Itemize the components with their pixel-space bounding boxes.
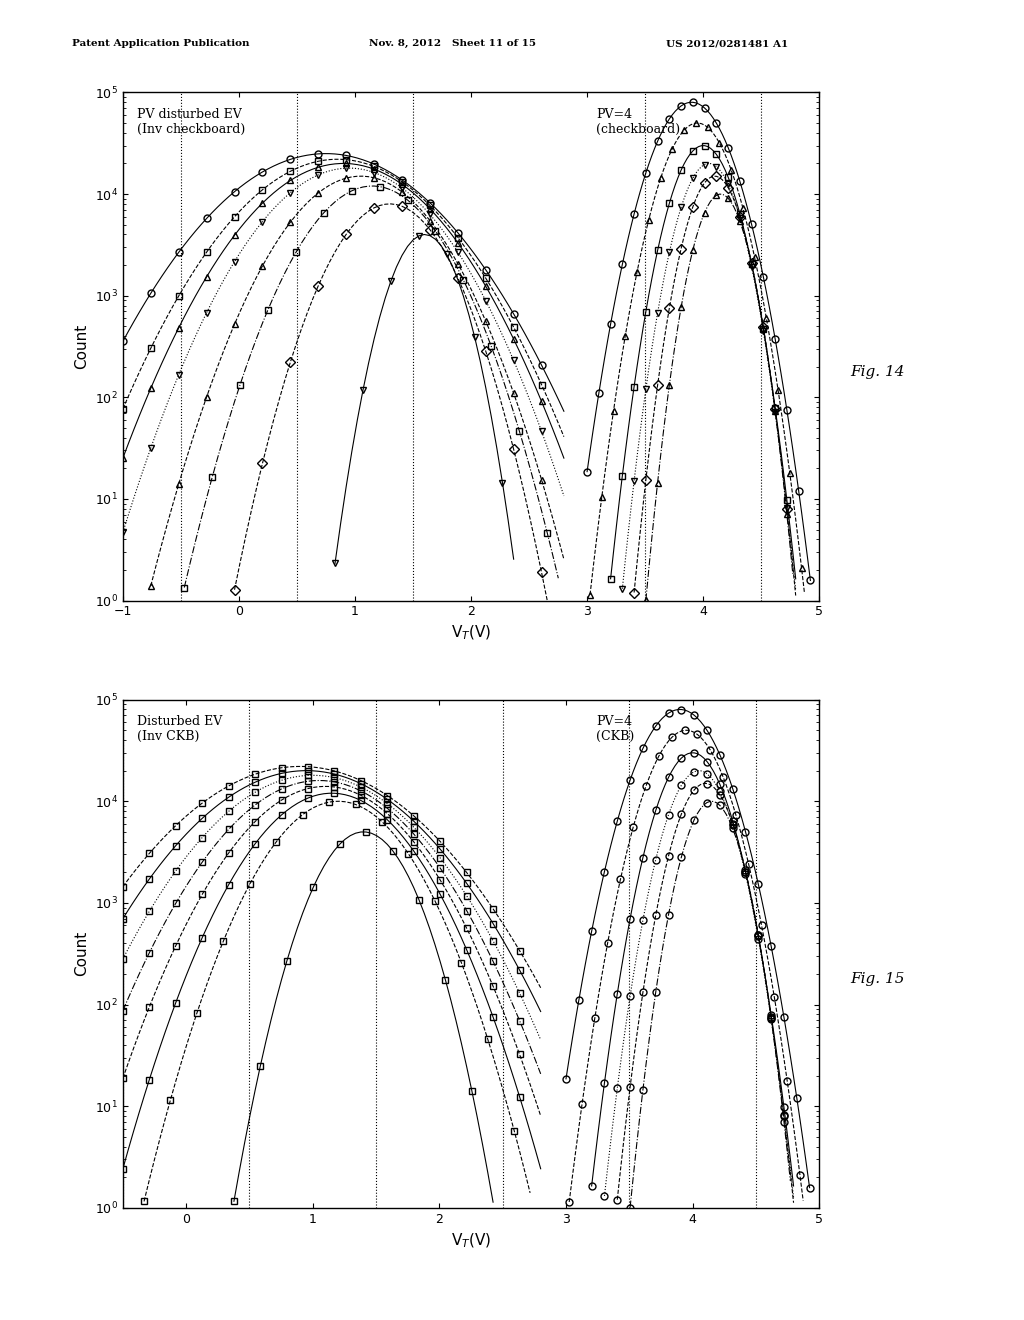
Text: PV disturbed EV
(Inv checkboard): PV disturbed EV (Inv checkboard) <box>137 108 245 136</box>
X-axis label: V$_T$(V): V$_T$(V) <box>451 624 492 643</box>
Text: PV=4
(checkboard): PV=4 (checkboard) <box>596 108 681 136</box>
Text: Disturbed EV
(Inv CKB): Disturbed EV (Inv CKB) <box>137 715 222 743</box>
Text: Fig. 14: Fig. 14 <box>850 366 904 379</box>
Y-axis label: Count: Count <box>75 323 89 370</box>
Text: Patent Application Publication: Patent Application Publication <box>72 40 249 49</box>
Text: PV=4
(CKB): PV=4 (CKB) <box>596 715 635 743</box>
Text: US 2012/0281481 A1: US 2012/0281481 A1 <box>666 40 787 49</box>
Text: Fig. 15: Fig. 15 <box>850 973 904 986</box>
Text: Nov. 8, 2012   Sheet 11 of 15: Nov. 8, 2012 Sheet 11 of 15 <box>369 40 536 49</box>
Y-axis label: Count: Count <box>75 931 89 977</box>
X-axis label: V$_T$(V): V$_T$(V) <box>451 1232 492 1250</box>
